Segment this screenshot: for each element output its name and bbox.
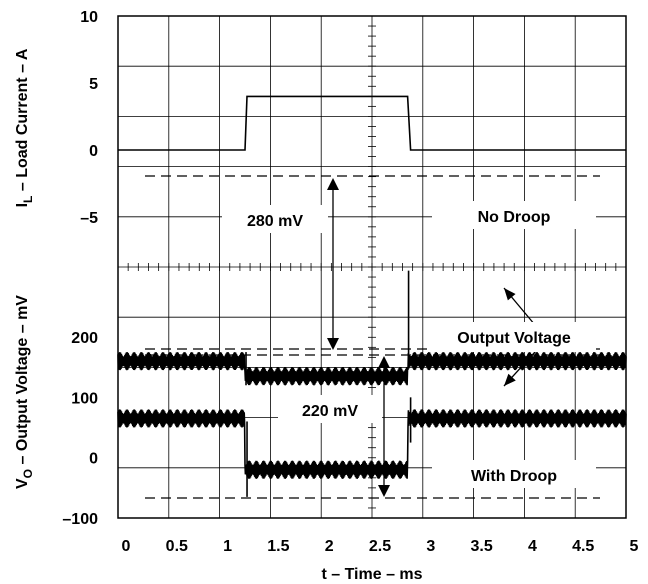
lower-y-tick-label: 100 [71, 390, 98, 407]
output-voltage-leader-lower-head [504, 373, 516, 386]
no-droop-trace [117, 352, 627, 386]
x-tick-label: 4 [528, 538, 537, 555]
x-tick-label: 1 [223, 538, 232, 555]
lower-y-axis-title: VO – Output Voltage – mV [14, 295, 35, 489]
no-droop-delta-arrow-head-up [327, 178, 339, 190]
reference-lines [145, 175, 600, 499]
with-droop-trace [117, 409, 627, 479]
with-droop-delta-arrow-head-down [378, 485, 390, 497]
plot-frame [117, 15, 627, 519]
with-droop-label: With Droop [471, 468, 557, 485]
x-tick-label: 3 [426, 538, 435, 555]
x-tick-label: 0.5 [166, 538, 188, 555]
upper-y-tick-label: 5 [89, 76, 98, 93]
upper-y-tick-label: 0 [89, 143, 98, 160]
x-tick-label: 5 [630, 538, 639, 555]
lower-y-tick-label: –100 [62, 511, 98, 528]
grid [118, 16, 626, 518]
with-droop-delta-label: 220 mV [302, 403, 358, 420]
no-droop-delta-label: 280 mV [247, 213, 303, 230]
traces [117, 95, 627, 497]
x-tick-label: 2 [325, 538, 334, 555]
upper-y-axis-title: IL – Load Current – A [14, 48, 35, 207]
upper-y-tick-label: 10 [80, 9, 98, 26]
no-droop-label: No Droop [478, 209, 551, 226]
lower-y-tick-label: 200 [71, 330, 98, 347]
arrows [327, 178, 536, 497]
x-tick-label: 4.5 [572, 538, 594, 555]
upper-y-tick-label: –5 [80, 210, 98, 227]
x-axis-title: t – Time – ms [321, 566, 422, 583]
x-tick-label: 3.5 [470, 538, 492, 555]
x-tick-label: 1.5 [267, 538, 289, 555]
tick-labels: 0 0.5 1 1.5 2 2.5 3 3.5 4 4.5 5 10 5 0 –5 200 100 0 –100 [62, 9, 638, 555]
with-droop-delta-arrow-head-up [378, 356, 390, 368]
output-voltage-label: Output Voltage [457, 330, 571, 347]
load-current-trace [118, 95, 626, 151]
x-tick-label: 0 [122, 538, 131, 555]
lower-y-tick-label: 0 [89, 451, 98, 468]
output-voltage-leader-upper-head [504, 288, 516, 301]
no-droop-delta-arrow-head-down [327, 338, 339, 350]
x-tick-label: 2.5 [369, 538, 391, 555]
